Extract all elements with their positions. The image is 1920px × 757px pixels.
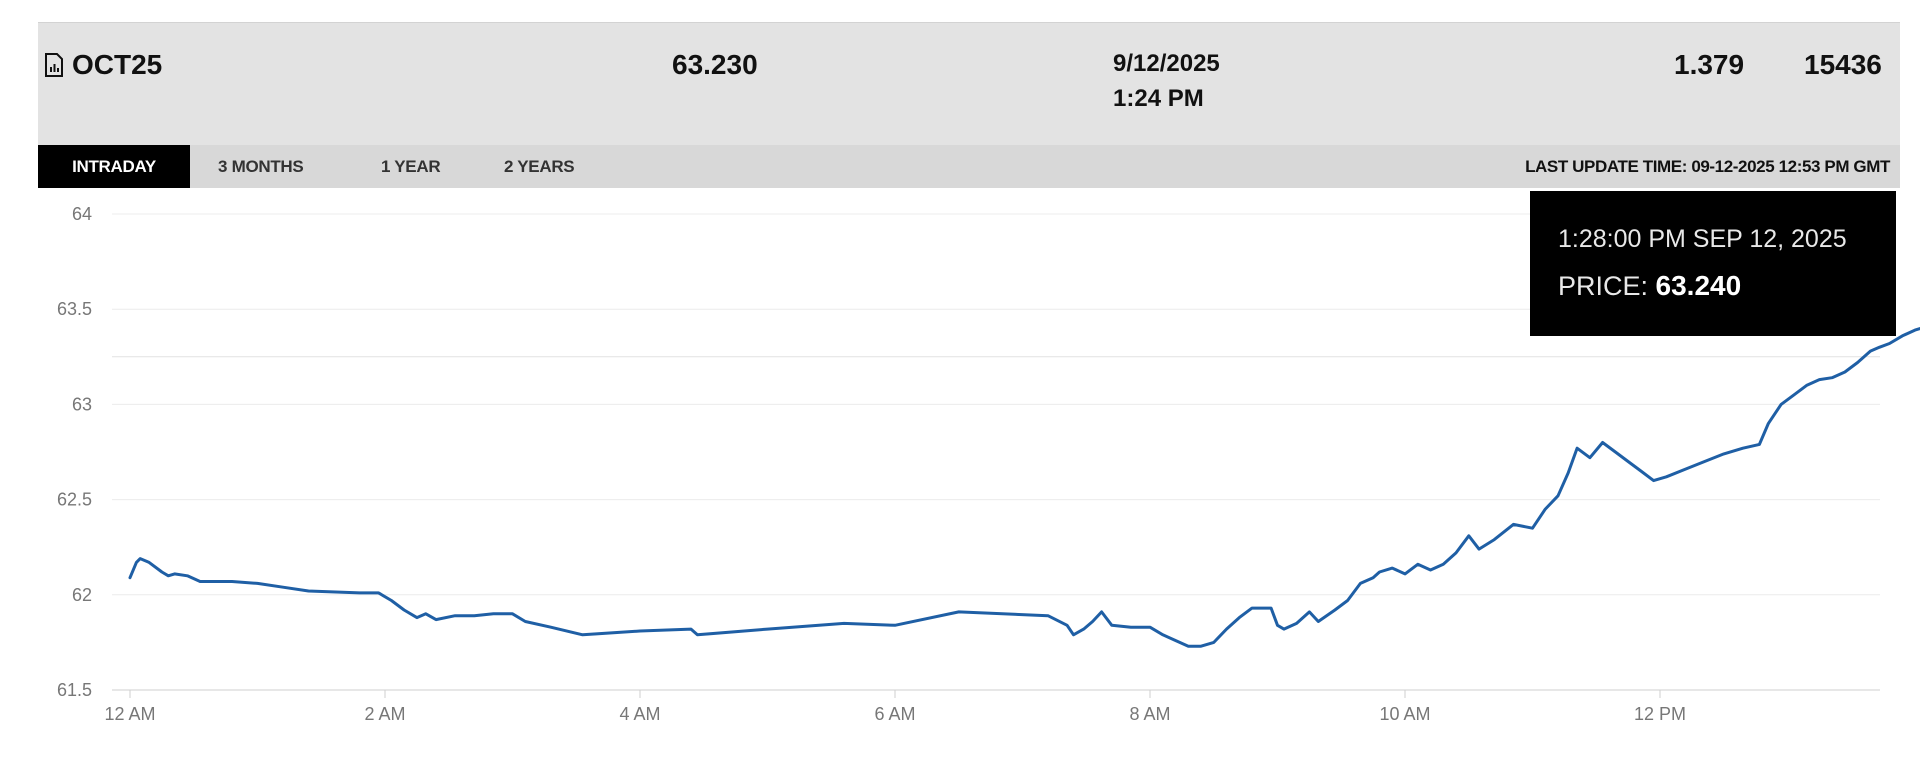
tooltip-price: PRICE: 63.240 [1558,270,1896,302]
tooltip-price-label: PRICE: [1558,271,1656,301]
x-tick-label: 8 AM [1129,704,1170,724]
last-trade-datetime: 9/12/2025 1:24 PM [1113,47,1220,117]
x-tick-label: 4 AM [619,704,660,724]
volume: 15436 [1804,49,1882,80]
y-tick-label: 62.5 [57,490,92,510]
x-tick-label: 2 AM [364,704,405,724]
tooltip-price-value: 63.240 [1655,270,1742,301]
price-chart[interactable]: 64 63.5 63 62.5 62 61.5 12 AM 2 AM 4 AM 6 AM 8 AM… [0,188,1920,757]
document-chart-icon [45,53,63,77]
price-change: 1.379 [1674,49,1745,80]
quote-header: OCT25 63.230 9/12/2025 1:24 PM 1.379 154… [38,22,1900,146]
tab-1-year[interactable]: 1 YEAR [381,157,441,176]
tab-2-years[interactable]: 2 YEARS [504,157,575,176]
y-axis-ticks: 64 63.5 63 62.5 62 61.5 [57,204,92,700]
trade-date: 9/12/2025 [1113,50,1220,77]
tooltip-timestamp: 1:28:00 PM SEP 12, 2025 [1558,225,1847,253]
price-series-line [128,327,1920,648]
y-tick-label: 61.5 [57,680,92,700]
x-tick-label: 12 PM [1634,704,1686,724]
chart-grid [112,213,1880,691]
price-tooltip: 1:28:00 PM SEP 12, 2025 PRICE: 63.240 [1530,191,1896,336]
trade-time: 1:24 PM [1113,84,1204,112]
contract-name[interactable]: OCT25 [44,49,162,81]
y-tick-label: 62 [72,585,92,605]
last-update-time: LAST UPDATE TIME: 09-12-2025 12:53 PM GM… [1525,157,1890,176]
x-tick-label: 12 AM [104,704,155,724]
range-tabs: INTRADAY 3 MONTHS 1 YEAR 2 YEARS LAST UP… [38,145,1900,188]
y-tick-label: 63.5 [57,299,92,319]
x-tick-label: 10 AM [1379,704,1430,724]
last-price: 63.230 [672,49,758,80]
y-tick-label: 64 [72,204,92,224]
y-tick-label: 63 [72,394,92,414]
x-tick-label: 6 AM [874,704,915,724]
x-axis-ticks: 12 AM 2 AM 4 AM 6 AM 8 AM 10 AM 12 PM [104,690,1686,724]
tab-intraday[interactable]: INTRADAY [38,145,190,188]
contract-label: OCT25 [72,49,163,80]
tab-3-months[interactable]: 3 MONTHS [218,157,304,176]
